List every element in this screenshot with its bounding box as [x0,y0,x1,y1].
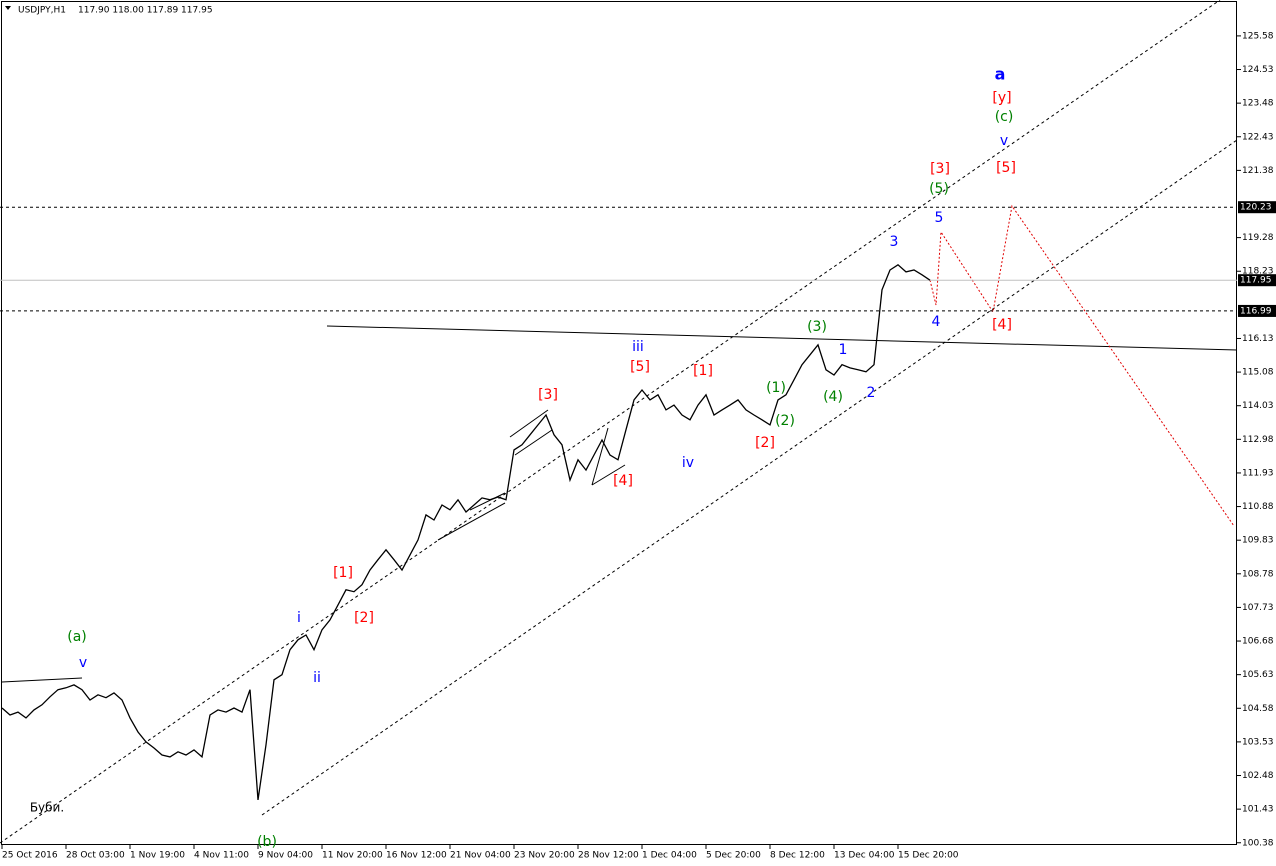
wave-label: a [995,65,1006,84]
wave-label: [1] [693,363,713,379]
price-line [1,263,931,800]
wave-label: (3) [807,319,827,335]
wave-label: 5 [935,210,944,226]
level-box [1238,274,1276,287]
y-tick-label: 112.98 [1242,435,1274,445]
symbol: USDJPY,H1 [18,6,66,16]
trend-line [1,677,83,683]
trend-line [509,409,549,438]
wave-label: [4] [992,317,1012,333]
x-tick-label: 25 Oct 2016 [2,851,58,861]
wave-label: [3] [930,161,950,177]
wave-label: i [297,610,301,626]
x-tick-label: 21 Nov 04:00 [450,851,511,861]
plot-border [1,1,1237,845]
y-tick-label: 107.73 [1242,603,1274,613]
projection [929,204,1235,527]
x-tick-label: 5 Dec 20:00 [706,851,761,861]
y-tick-label: 111.93 [1242,468,1274,478]
y-tick-label: 108.78 [1242,569,1274,579]
y-tick-label: 104.58 [1242,704,1274,714]
x-tick-label: 9 Nov 04:00 [258,851,313,861]
x-tick-label: 11 Nov 20:00 [322,851,383,861]
level-box [1238,201,1276,214]
wave-label: [5] [630,359,650,375]
y-tick-label: 118.23 [1242,267,1274,277]
level-label: 116.99 [1240,306,1272,316]
wave-label: Буби. [30,801,64,815]
wave-label: 4 [932,314,941,330]
y-tick-label: 116.13 [1242,334,1274,344]
x-tick-label: 15 Dec 20:00 [898,851,959,861]
wave-label: v [1000,133,1008,149]
wave-label: (a) [67,629,87,645]
y-tick-label: 105.63 [1242,670,1274,680]
y-tick-label: 100.38 [1242,838,1274,848]
x-tick-label: 8 Dec 12:00 [770,851,825,861]
y-tick-label: 106.68 [1242,637,1274,647]
wave-label: [2] [755,435,775,451]
y-tick-label: 110.88 [1242,502,1274,512]
wave-label: (5) [929,181,949,197]
wave-label: v [79,655,87,671]
wave-label: (2) [775,413,795,429]
wave-label: [1] [333,565,353,581]
wave-label: [4] [613,473,633,489]
x-tick-label: 28 Nov 12:00 [578,851,639,861]
y-tick-label: 103.53 [1242,737,1274,747]
x-tick-label: 23 Nov 20:00 [514,851,575,861]
trend-line [591,464,626,486]
wave-label: ii [313,670,321,686]
y-tick-label: 124.53 [1242,65,1274,75]
x-tick-label: 16 Nov 12:00 [386,851,447,861]
wave-label: [y] [992,90,1011,106]
level-label: 117.95 [1240,276,1272,286]
wave-label: iv [682,455,694,471]
trend-line [514,429,553,456]
level-label: 120.23 [1240,203,1272,213]
y-tick-label: 119.28 [1242,233,1274,243]
trend-line [469,492,506,511]
wave-label: (c) [995,109,1014,125]
wave-label: [3] [538,387,558,403]
wave-label: 3 [890,234,899,250]
y-tick-label: 115.08 [1242,368,1274,378]
header-arrow [5,6,11,10]
wave-label: (4) [823,389,843,405]
y-tick-label: 101.43 [1242,805,1274,815]
x-tick-label: 28 Oct 03:00 [66,851,125,861]
y-tick-label: 114.03 [1242,401,1274,411]
y-tick-label: 109.83 [1242,536,1274,546]
level-box [1238,304,1276,317]
x-tick-label: 4 Nov 11:00 [194,851,249,861]
x-tick-label: 1 Nov 19:00 [130,851,185,861]
wave-label: 1 [839,342,848,358]
trend-line [591,427,609,486]
wave-label: (b) [257,834,277,850]
y-tick-label: 102.48 [1242,771,1274,781]
quote: 117.90 118.00 117.89 117.95 [78,6,213,16]
wave-label: 2 [867,385,876,401]
y-tick-label: 125.58 [1242,31,1274,41]
wave-label: [5] [996,160,1016,176]
trend-line [326,325,1238,351]
wave-label: [2] [354,610,374,626]
wave-label: iii [632,339,644,355]
x-tick-label: 13 Dec 04:00 [834,851,895,861]
drawings [0,0,1238,844]
trend-line [437,502,506,541]
wave-label: (1) [766,380,786,396]
x-tick-label: 1 Dec 04:00 [642,851,697,861]
y-tick-label: 123.48 [1242,99,1274,109]
y-tick-label: 121.38 [1242,166,1274,176]
y-tick-label: 122.43 [1242,132,1274,142]
channel-upper [0,0,1221,844]
